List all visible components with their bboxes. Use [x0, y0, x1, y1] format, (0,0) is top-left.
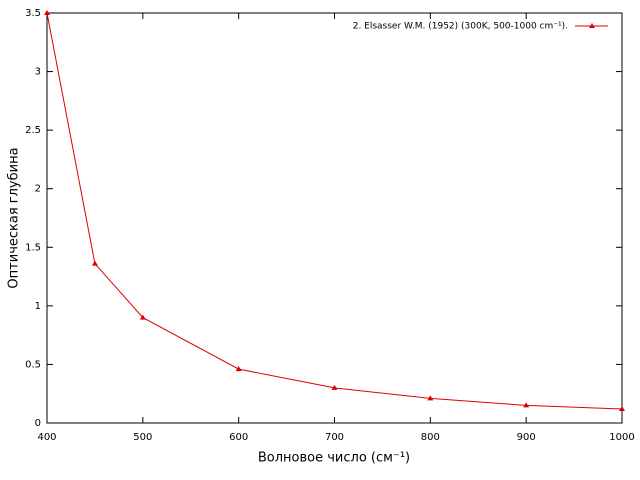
point-marker	[427, 395, 434, 401]
y-axis-label: Оптическая глубина	[7, 147, 22, 288]
y-tick-label: 2.5	[25, 125, 41, 136]
x-tick-label: 800	[421, 432, 440, 443]
plot-frame	[46, 12, 623, 424]
y-tick-label: 0.5	[25, 359, 41, 370]
x-tick-label: 400	[37, 432, 56, 443]
legend-label: 2. Elsasser W.M. (1952) (300K, 500-1000 …	[353, 22, 568, 32]
point-marker	[523, 402, 530, 408]
x-tick-label: 900	[517, 432, 536, 443]
x-tick-label: 500	[133, 432, 152, 443]
series-line	[46, 12, 623, 410]
y-tick-label: 0	[35, 418, 41, 429]
point-marker	[331, 384, 338, 390]
x-tick-label: 1000	[609, 432, 634, 443]
point-marker	[44, 10, 50, 15]
point-marker	[91, 260, 98, 266]
x-axis-label: Волновое число (см⁻¹)	[258, 451, 410, 466]
point-marker	[139, 314, 146, 320]
y-tick-label: 1.5	[25, 242, 41, 253]
x-tick-label: 600	[229, 432, 248, 443]
y-tick-label: 3.5	[25, 8, 41, 19]
y-tick-label: 3	[35, 67, 41, 78]
x-tick-label: 700	[325, 432, 344, 443]
y-tick-label: 1	[35, 301, 41, 312]
y-tick-label: 2	[35, 184, 41, 195]
point-marker	[619, 405, 625, 411]
point-marker	[235, 366, 242, 372]
legend-marker	[589, 23, 595, 28]
